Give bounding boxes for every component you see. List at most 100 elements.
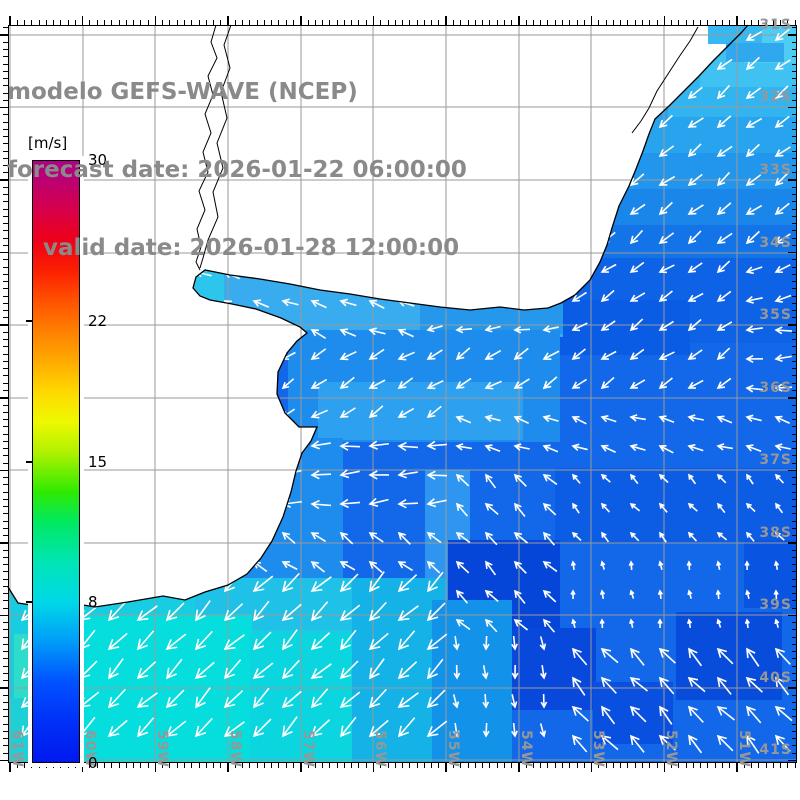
wind-arrow: [774, 647, 791, 665]
wind-arrow: [339, 350, 357, 361]
wind-arrow: [281, 603, 302, 622]
axis-tick: [792, 382, 797, 384]
wind-arrow: [571, 531, 582, 542]
axis-tick: [3, 143, 8, 145]
wind-arrow: [745, 589, 751, 599]
wind-arrow: [165, 350, 180, 360]
wind-arrow: [310, 499, 332, 510]
axis-tick: [792, 223, 797, 225]
wind-arrow: [716, 531, 728, 541]
color-region: [555, 468, 797, 543]
wind-arrow: [571, 705, 589, 722]
wind-arrow: [716, 321, 733, 331]
wind-arrow: [223, 468, 239, 477]
wind-arrow: [195, 687, 211, 709]
wind-arrow: [194, 630, 213, 651]
wind-arrow: [687, 414, 704, 422]
wind-arrow: [310, 348, 327, 360]
axis-tick: [205, 20, 207, 25]
axis-tick: [220, 20, 222, 25]
wind-arrow: [540, 693, 548, 709]
wind-arrow: [542, 618, 556, 633]
wind-arrow: [455, 325, 473, 334]
axis-tick: [554, 20, 556, 25]
axis-tick: [729, 763, 731, 768]
wind-arrow: [687, 676, 706, 693]
wind-arrow: [252, 718, 272, 738]
wind-arrow: [223, 659, 242, 680]
axis-tick: [3, 389, 8, 391]
axis-tick: [700, 20, 702, 25]
wind-arrow: [658, 415, 675, 423]
axis-tick: [729, 20, 731, 25]
wind-arrow: [716, 290, 732, 302]
axis-tick: [3, 571, 8, 573]
title-line-1: modelo GEFS-WAVE (NCEP): [7, 79, 358, 105]
colorbar-tick-label: 22: [88, 311, 108, 330]
axis-tick: [3, 165, 8, 167]
axis-tick: [380, 763, 382, 768]
axis-tick: [792, 440, 797, 442]
axis-tick: [788, 687, 797, 689]
axis-tick: [169, 20, 171, 25]
wind-arrow: [339, 407, 356, 418]
wind-arrow: [484, 589, 499, 603]
axis-tick: [605, 763, 607, 768]
wind-arrow: [539, 665, 547, 680]
axis-tick: [3, 317, 8, 319]
axis-tick: [569, 763, 571, 768]
wind-arrow: [746, 647, 760, 667]
wind-arrow: [513, 502, 526, 518]
axis-tick: [256, 763, 258, 768]
axis-tick: [3, 513, 8, 515]
axis-tick: [532, 763, 534, 768]
axis-tick: [3, 622, 8, 624]
axis-tick: [692, 20, 694, 25]
axis-tick: [792, 701, 797, 703]
axis-tick: [3, 723, 8, 725]
wind-arrow: [165, 571, 183, 593]
axis-tick: [503, 763, 505, 768]
wind-arrow: [774, 383, 793, 392]
wind-arrow: [600, 27, 615, 42]
axis-tick: [788, 179, 797, 181]
wind-arrow: [716, 443, 733, 451]
axis-tick: [198, 763, 200, 768]
lat-label: 32S: [759, 89, 792, 105]
wind-arrow: [745, 502, 756, 513]
axis-tick: [792, 723, 797, 725]
wind-arrow: [658, 676, 675, 695]
wind-arrow: [281, 531, 296, 545]
axis-tick: [3, 360, 8, 362]
wind-arrow: [484, 502, 499, 516]
axis-tick: [792, 186, 797, 188]
axis-tick: [792, 49, 797, 50]
axis-tick: [3, 455, 8, 457]
axis-tick: [3, 368, 8, 370]
axis-tick: [3, 150, 8, 152]
wind-arrow: [513, 175, 527, 187]
wind-arrow: [773, 589, 779, 600]
wind-arrow: [108, 571, 124, 593]
axis-tick: [547, 20, 549, 25]
axis-tick: [89, 20, 91, 25]
axis-tick: [387, 763, 389, 768]
wind-arrow: [658, 264, 675, 274]
axis-tick: [358, 763, 360, 768]
axis-tick: [792, 288, 797, 290]
lon-label: 56W: [372, 730, 388, 768]
wind-arrow: [223, 438, 238, 447]
axis-tick: [792, 745, 797, 747]
wind-arrow: [368, 440, 389, 450]
wind-arrow: [397, 469, 418, 479]
wind-arrow: [194, 436, 208, 448]
axis-tick: [3, 636, 8, 638]
wind-arrow: [744, 560, 750, 571]
wind-arrow: [774, 146, 791, 157]
wind-arrow: [136, 630, 155, 651]
axis-tick: [3, 302, 8, 304]
wind-arrow: [571, 348, 586, 361]
axis-tick: [792, 658, 797, 660]
axis-tick: [792, 150, 797, 152]
axis-tick: [300, 16, 302, 25]
